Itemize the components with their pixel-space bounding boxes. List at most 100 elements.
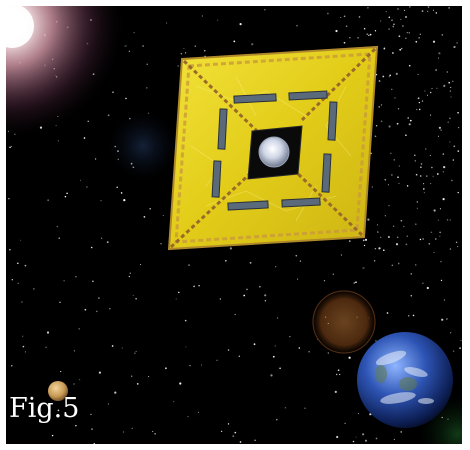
star: [229, 247, 232, 250]
star: [448, 81, 450, 84]
star: [388, 28, 390, 30]
star: [393, 23, 395, 25]
star: [452, 350, 455, 352]
star: [335, 29, 338, 33]
star: [398, 35, 401, 38]
star: [123, 199, 126, 202]
star: [435, 12, 438, 14]
star: [395, 72, 398, 75]
star: [152, 430, 154, 433]
star: [339, 373, 341, 376]
star: [418, 101, 421, 104]
star: [128, 275, 130, 278]
star: [148, 376, 150, 378]
star: [399, 48, 402, 51]
star: [232, 435, 235, 437]
star: [59, 301, 61, 303]
star: [100, 199, 102, 202]
star: [375, 340, 377, 342]
star: [383, 249, 385, 251]
lens-flare-icon: [109, 112, 177, 180]
star: [449, 117, 451, 120]
star: [184, 52, 187, 54]
star: [130, 375, 133, 377]
star: [364, 439, 368, 442]
star: [396, 122, 399, 125]
star: [91, 428, 93, 430]
star: [357, 37, 359, 39]
star: [116, 186, 118, 189]
star: [453, 45, 456, 49]
star: [264, 9, 266, 11]
star: [332, 273, 335, 275]
star: [417, 97, 420, 100]
star: [436, 87, 438, 89]
star: [386, 312, 389, 314]
star: [406, 32, 408, 34]
earth-planet-icon: [357, 332, 453, 428]
star: [449, 141, 451, 143]
star: [197, 411, 200, 414]
star: [121, 347, 123, 349]
star: [430, 183, 432, 185]
star: [418, 37, 420, 39]
star: [114, 391, 117, 394]
star: [416, 207, 418, 209]
star: [92, 280, 94, 283]
star: [435, 238, 437, 240]
star: [412, 314, 415, 317]
star: [175, 298, 177, 300]
star: [400, 219, 403, 222]
star: [98, 371, 101, 374]
star: [160, 242, 162, 245]
star: [57, 409, 60, 412]
star: [22, 335, 24, 337]
star: [274, 266, 277, 268]
star: [327, 352, 329, 354]
star: [122, 431, 124, 433]
star: [427, 10, 429, 12]
star: [410, 273, 413, 275]
star: [383, 48, 385, 50]
star: [83, 137, 86, 139]
star: [450, 86, 452, 89]
star: [188, 264, 190, 266]
star: [64, 195, 67, 198]
star: [344, 422, 346, 425]
space-illustration: [6, 6, 462, 444]
star: [457, 150, 460, 152]
star: [405, 243, 408, 246]
star: [154, 432, 156, 435]
star: [335, 373, 338, 376]
star: [132, 294, 134, 296]
star: [439, 208, 441, 210]
star: [254, 439, 256, 442]
star: [440, 260, 442, 263]
star: [430, 114, 432, 116]
star: [388, 16, 391, 19]
star: [403, 9, 406, 12]
star: [20, 239, 22, 241]
star: [146, 63, 148, 66]
star: [180, 53, 183, 55]
star: [73, 383, 75, 385]
star: [385, 11, 387, 13]
star: [398, 182, 400, 185]
star: [376, 231, 379, 233]
star: [135, 298, 137, 300]
star: [380, 236, 382, 238]
star: [243, 294, 246, 297]
star: [431, 166, 433, 169]
star: [389, 74, 392, 77]
star: [353, 282, 355, 284]
star: [368, 34, 370, 37]
star: [424, 90, 426, 92]
star: [441, 318, 444, 321]
star: [189, 364, 191, 367]
star: [393, 225, 395, 227]
star: [60, 371, 62, 373]
star: [343, 15, 346, 18]
star: [380, 20, 382, 22]
star: [362, 239, 365, 242]
star: [450, 96, 452, 98]
